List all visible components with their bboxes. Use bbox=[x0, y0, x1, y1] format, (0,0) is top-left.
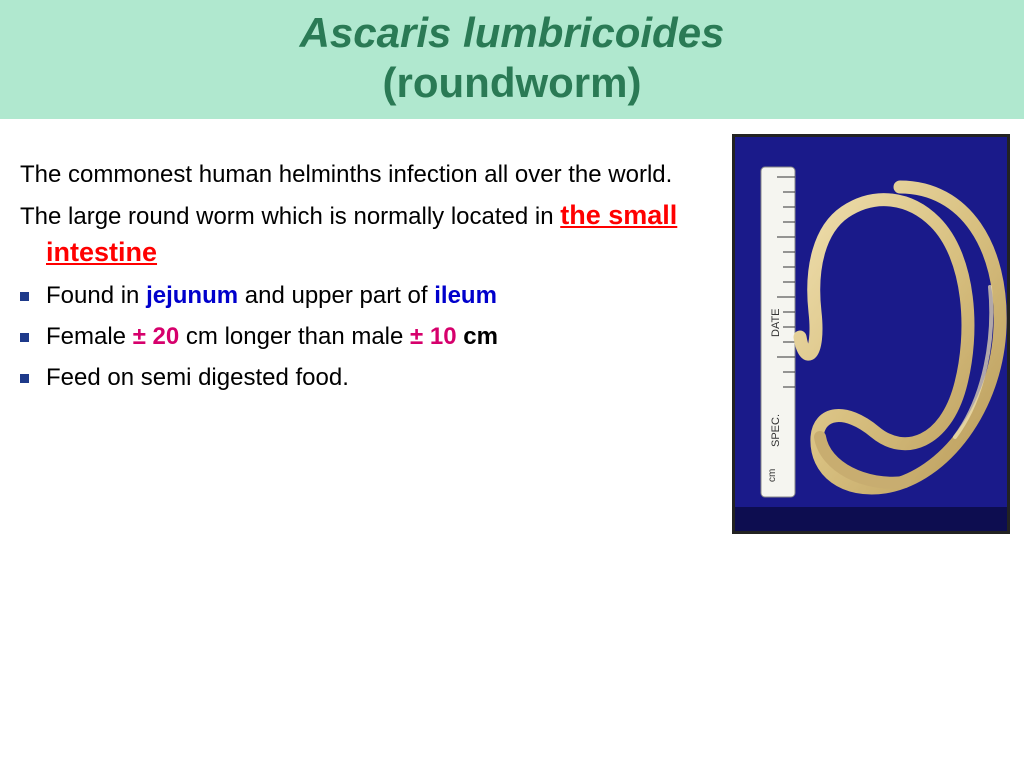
bullet-item: Feed on semi digested food. bbox=[20, 358, 700, 399]
ruler-icon: SPEC. DATE cm bbox=[761, 167, 795, 497]
plain-text: and upper part of bbox=[238, 282, 434, 309]
text-column: The commonest human helminths infection … bbox=[20, 159, 700, 399]
highlight-blue: jejunum bbox=[146, 282, 238, 309]
svg-text:SPEC.: SPEC. bbox=[770, 414, 782, 447]
slide-content: The commonest human helminths infection … bbox=[0, 119, 1024, 399]
plain-text: Female bbox=[46, 323, 133, 350]
specimen-figure: SPEC. DATE cm bbox=[732, 134, 1010, 534]
p2-pre: The large round worm which is normally l… bbox=[20, 203, 560, 230]
highlight-pink: ± 20 bbox=[133, 323, 180, 350]
bullet-item: Female ± 20 cm longer than male ± 10 cm bbox=[20, 317, 700, 358]
svg-text:cm: cm bbox=[767, 468, 778, 481]
title-species: Ascaris lumbricoides bbox=[300, 9, 725, 56]
highlight-pink: ± 10 bbox=[410, 323, 457, 350]
highlight-blue: ileum bbox=[434, 282, 497, 309]
plain-text: cm longer than male bbox=[179, 323, 410, 350]
paragraph-1: The commonest human helminths infection … bbox=[20, 159, 700, 191]
slide-header: Ascaris lumbricoides (roundworm) bbox=[0, 0, 1024, 119]
svg-text:DATE: DATE bbox=[770, 308, 782, 337]
bold-text: cm bbox=[463, 323, 498, 350]
bullet-list: Found in jejunum and upper part of ileum… bbox=[20, 276, 700, 398]
bullet-item: Found in jejunum and upper part of ileum bbox=[20, 276, 700, 317]
plain-text: Found in bbox=[46, 282, 146, 309]
plain-text: Feed on semi digested food. bbox=[46, 364, 349, 391]
paragraph-2: The large round worm which is normally l… bbox=[20, 197, 700, 270]
title-common-name: (roundworm) bbox=[383, 59, 642, 106]
specimen-svg: SPEC. DATE cm bbox=[735, 137, 1010, 534]
